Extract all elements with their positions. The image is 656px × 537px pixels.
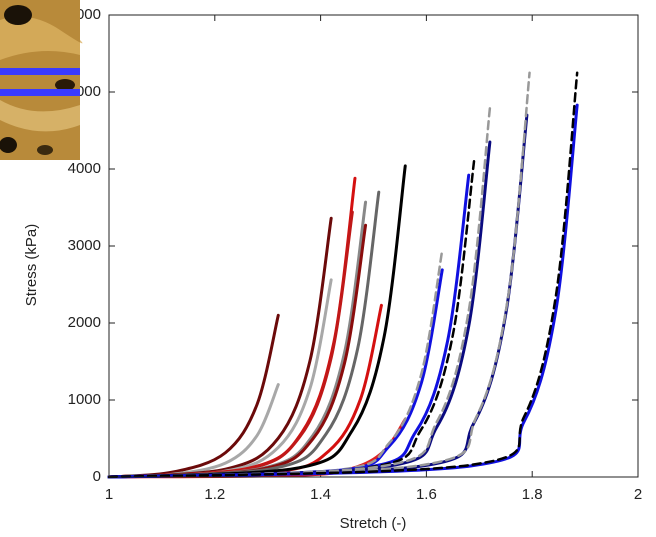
y-tick-label: 0 [93,468,101,485]
x-tick-label: 2 [634,486,642,503]
series-line [107,173,471,479]
y-tick-label: 3000 [68,237,101,254]
series-line [107,164,407,479]
inset-image [0,0,83,160]
x-tick-label: 1.8 [522,486,543,503]
y-axis-label: Stress (kPa) [23,224,40,307]
inset-blotch [37,145,53,155]
inset-blotch [0,137,17,153]
inset-blotch [55,79,75,91]
y-tick-label: 1000 [68,391,101,408]
inset-line [0,89,80,96]
series-line [107,71,579,479]
y-tick-label: 4000 [68,160,101,177]
x-axis-label: Stretch (-) [340,515,407,532]
series-line [107,71,531,479]
series-line [107,268,444,479]
series-line [107,313,280,479]
inset-blotch [4,5,32,25]
inset-texture [0,100,80,132]
series-line [107,113,529,479]
inset-texture [0,16,83,61]
x-tick-label: 1 [105,486,113,503]
y-tick-label: 2000 [68,314,101,331]
series-line [107,106,492,479]
inset-line [0,68,80,75]
plot-frame [108,14,639,478]
x-tick-label: 1.6 [416,486,437,503]
x-tick-label: 1.2 [204,486,225,503]
series-line [107,278,333,479]
x-tick-label: 1.4 [310,486,331,503]
